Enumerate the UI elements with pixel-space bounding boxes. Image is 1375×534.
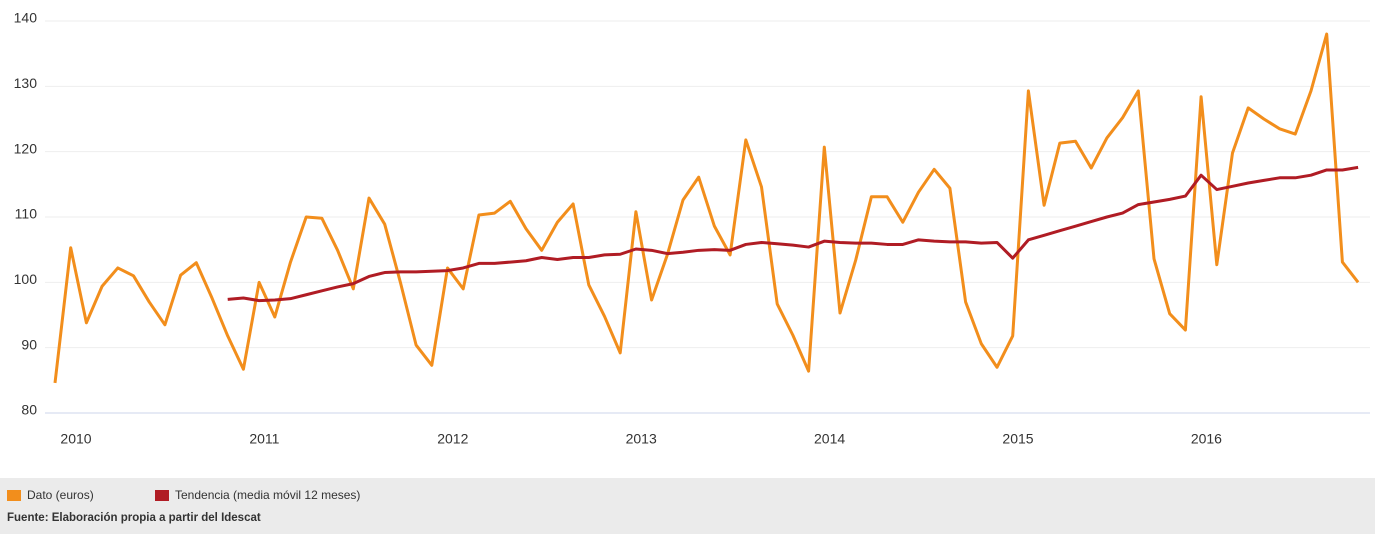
x-tick-label: 2013 — [626, 431, 657, 447]
y-tick-label: 100 — [14, 271, 38, 287]
x-tick-label: 2015 — [1002, 431, 1033, 447]
y-tick-label: 110 — [15, 206, 38, 222]
x-tick-label: 2010 — [60, 431, 91, 447]
y-tick-label: 130 — [14, 75, 38, 91]
legend-swatch — [7, 489, 21, 501]
legend-item: Dato (euros) — [7, 488, 94, 502]
y-tick-label: 140 — [14, 10, 38, 26]
y-tick-label: 90 — [21, 336, 37, 352]
legend-label: Dato (euros) — [27, 488, 94, 502]
legend-label: Tendencia (media móvil 12 meses) — [175, 488, 361, 502]
data-line — [53, 32, 1360, 384]
legend-swatch — [155, 489, 169, 501]
x-tick-label: 2011 — [249, 431, 279, 447]
legend-item: Tendencia (media móvil 12 meses) — [155, 488, 360, 502]
legend: Dato (euros) Tendencia (media móvil 12 m… — [0, 478, 1375, 534]
x-tick-label: 2012 — [437, 431, 468, 447]
x-tick-label: 2016 — [1191, 431, 1222, 447]
chart: 80 90 100 110 120 130 140 2010 2011 2012 2013 2014 2… — [14, 10, 1370, 447]
y-tick-label: 80 — [21, 402, 37, 418]
x-tick-label: 2014 — [814, 431, 845, 447]
y-tick-label: 120 — [14, 140, 38, 156]
data-line — [227, 165, 1359, 303]
source: Fuente: Elaboración propia a partir del … — [7, 512, 261, 524]
